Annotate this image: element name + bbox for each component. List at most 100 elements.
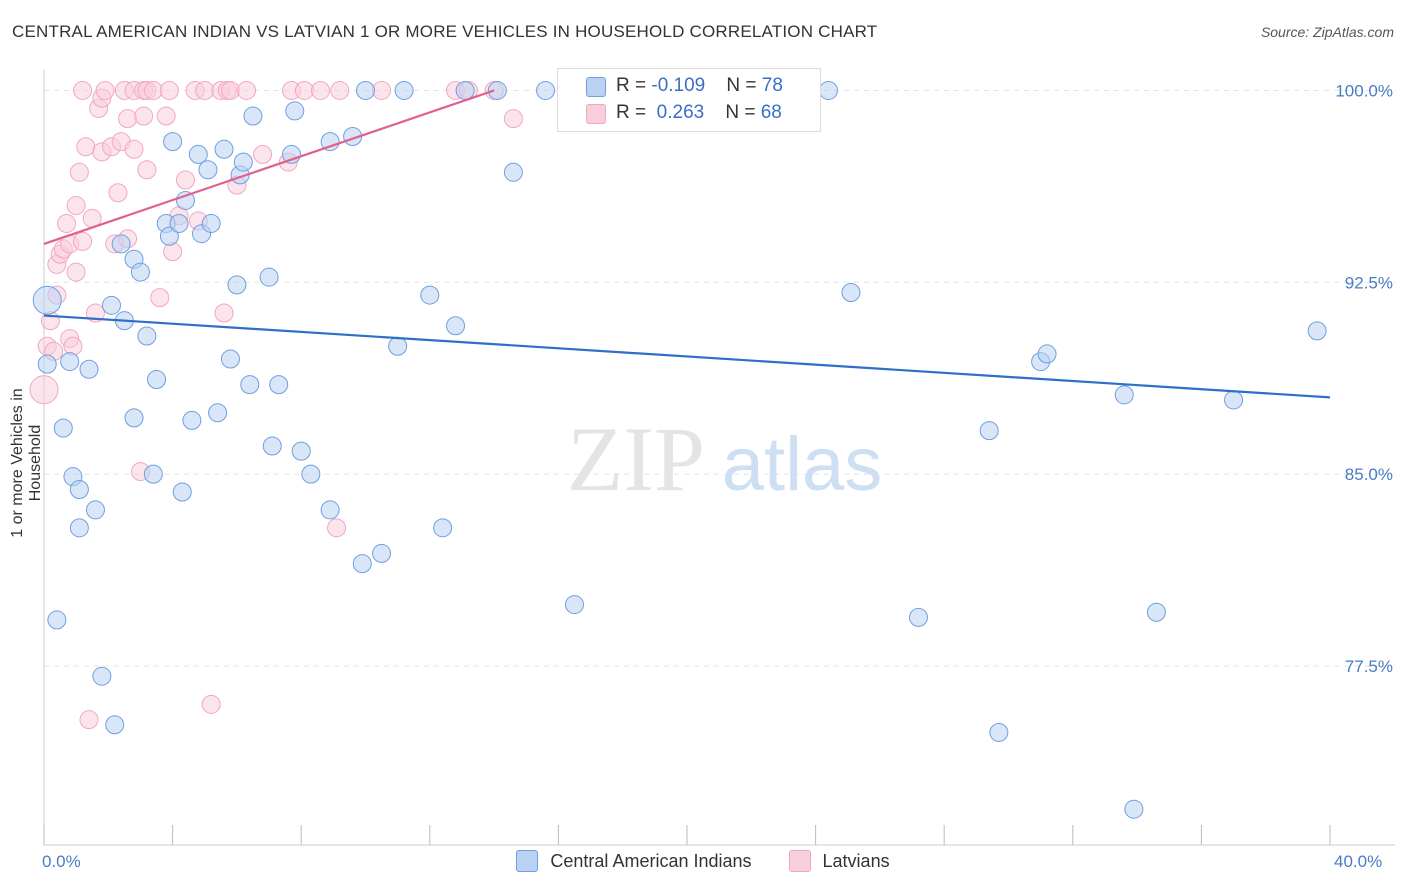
- point-cai-38: [243, 106, 263, 126]
- point-cai-11: [105, 715, 125, 735]
- point-latvian-60: [310, 80, 330, 100]
- point-latvian-67: [503, 109, 523, 129]
- point-cai-26: [182, 410, 202, 430]
- point-cai-81: [37, 354, 57, 374]
- point-cai-51: [372, 543, 392, 563]
- point-cai-40: [262, 436, 282, 456]
- point-cai-77: [1124, 799, 1144, 819]
- point-cai-46: [320, 500, 340, 520]
- point-cai-2: [53, 418, 73, 438]
- point-cai-3: [60, 352, 80, 372]
- point-cai-43: [285, 101, 305, 121]
- point-latvian-49: [201, 694, 221, 714]
- legend-label-latvians: Latvians: [822, 850, 890, 871]
- point-latvian-12: [66, 262, 86, 282]
- point-cai-34: [227, 275, 247, 295]
- point-cai-78: [1146, 602, 1166, 622]
- stats-box: R = -0.109 N = 78 R = 0.263 N = 68: [557, 68, 821, 132]
- y-tick-label-1: 92.5%: [1345, 273, 1393, 292]
- stats-r-value: -0.109: [651, 75, 706, 96]
- y-tick-label-0: 100.0%: [1335, 81, 1393, 100]
- y-axis-label: 1 or more Vehicles in Household: [9, 388, 44, 538]
- point-cai-41: [269, 375, 289, 395]
- point-cai-31: [208, 403, 228, 423]
- point-latvian-51: [214, 303, 234, 323]
- trend-lines: [43, 89, 1331, 399]
- point-cai-60: [536, 80, 556, 100]
- y-tick-labels: 100.0% 92.5% 85.0% 77.5%: [1335, 81, 1393, 675]
- point-latvian-14: [69, 162, 89, 182]
- point-cai-29: [198, 160, 218, 180]
- point-cai-56: [446, 316, 466, 336]
- legend-item-cai[interactable]: Central American Indians: [516, 850, 752, 872]
- y-tick-label-2: 85.0%: [1345, 465, 1393, 484]
- point-cai-10: [102, 295, 122, 315]
- point-cai-72: [989, 722, 1009, 742]
- point-latvian-15: [73, 80, 93, 100]
- point-latvian-27: [108, 183, 128, 203]
- legend-item-latvians[interactable]: Latvians: [788, 850, 890, 872]
- point-latvian-11: [63, 336, 83, 356]
- stats-swatch-latvians: [586, 104, 606, 124]
- point-cai-22: [163, 132, 183, 152]
- stats-n-label: N =: [726, 75, 762, 96]
- point-cai-45: [301, 464, 321, 484]
- point-cai-0: [32, 285, 62, 315]
- stats-n-value: 68: [760, 102, 782, 123]
- point-cai-75: [1037, 344, 1057, 364]
- point-cai-17: [137, 326, 157, 346]
- point-cai-55: [433, 518, 453, 538]
- point-latvian-53: [220, 80, 240, 100]
- point-latvian-41: [156, 106, 176, 126]
- point-cai-70: [841, 283, 861, 303]
- point-cai-44: [291, 441, 311, 461]
- point-cai-8: [85, 500, 105, 520]
- point-latvian-56: [253, 144, 273, 164]
- point-cai-9: [92, 666, 112, 686]
- point-cai-15: [124, 408, 144, 428]
- point-cai-37: [240, 375, 260, 395]
- stats-n-value: 78: [761, 75, 783, 96]
- trend-line-cai: [43, 314, 1331, 399]
- point-cai-7: [79, 359, 99, 379]
- point-cai-52: [388, 336, 408, 356]
- point-cai-79: [1224, 390, 1244, 410]
- point-latvian-42: [159, 80, 179, 100]
- point-cai-53: [394, 80, 414, 100]
- point-cai-47: [320, 132, 340, 152]
- point-latvian-45: [175, 170, 195, 190]
- point-latvian-36: [134, 106, 154, 126]
- point-cai-16: [130, 262, 150, 282]
- stats-r-label: R =: [616, 102, 652, 123]
- point-cai-21: [159, 226, 179, 246]
- point-latvian-39: [143, 80, 163, 100]
- point-cai-24: [172, 482, 192, 502]
- source-label: Source: ZipAtlas.com: [1260, 24, 1394, 40]
- point-cai-19: [147, 369, 167, 389]
- legend: Central American Indians Latvians: [0, 850, 1406, 877]
- point-latvian-63: [372, 80, 392, 100]
- point-cai-18: [143, 464, 163, 484]
- point-latvian-62: [330, 80, 350, 100]
- point-cai-12: [111, 234, 131, 254]
- point-latvian-61: [327, 518, 347, 538]
- point-cai-59: [503, 162, 523, 182]
- point-cai-54: [420, 285, 440, 305]
- chart-title: CENTRAL AMERICAN INDIAN VS LATVIAN 1 OR …: [12, 22, 878, 41]
- point-latvian-0: [29, 375, 59, 405]
- point-cai-58: [487, 80, 507, 100]
- point-cai-36: [233, 152, 253, 172]
- point-cai-23: [169, 213, 189, 233]
- point-latvian-59: [294, 80, 314, 100]
- stats-n-label: N =: [725, 102, 761, 123]
- point-latvian-43: [163, 242, 183, 262]
- legend-swatch-latvians: [788, 850, 811, 872]
- point-cai-80: [1307, 321, 1327, 341]
- y-tick-label-3: 77.5%: [1345, 657, 1393, 676]
- watermark-atlas: atlas: [722, 422, 883, 507]
- point-latvian-16: [73, 231, 93, 251]
- stats-swatch-cai: [586, 77, 606, 97]
- point-latvian-48: [195, 80, 215, 100]
- stats-r-value: 0.263: [656, 102, 705, 123]
